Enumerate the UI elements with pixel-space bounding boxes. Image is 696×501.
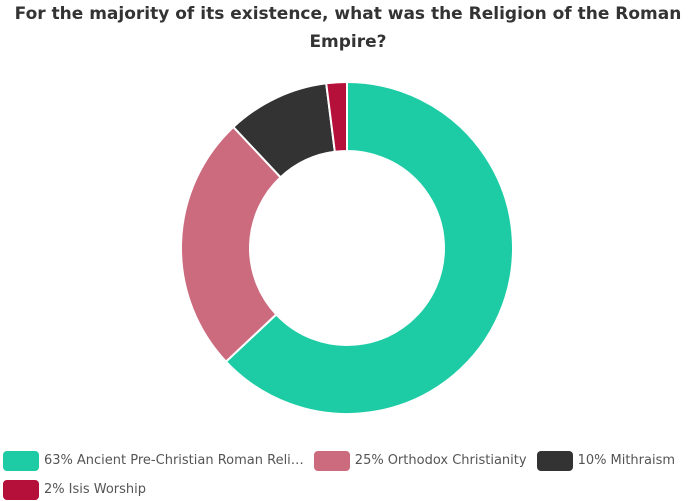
donut-slice — [180, 125, 283, 364]
legend-value: 10% — [577, 453, 607, 468]
legend-item: 10% Mithraism — [536, 450, 676, 471]
legend-swatch — [313, 450, 350, 471]
legend-item: 63% Ancient Pre-Christian Roman Reli… — [3, 450, 304, 471]
legend: 63% Ancient Pre-Christian Roman Reli… 25% O… — [3, 450, 696, 500]
legend-value: 63% — [44, 453, 73, 468]
donut-slice — [325, 80, 348, 153]
chart — [180, 80, 514, 415]
legend-label: Ancient Pre-Christian Roman Reli… — [76, 453, 304, 468]
legend-value: 2% — [44, 482, 65, 497]
legend-label: Orthodox Christianity — [387, 453, 527, 468]
chart-title: For the majority of its existence, what … — [14, 4, 682, 52]
legend-item: 2% Isis Worship — [3, 479, 146, 500]
legend-value: 25% — [354, 453, 384, 468]
legend-swatch — [3, 479, 39, 500]
legend-label: Isis Worship — [68, 482, 147, 497]
legend-swatch — [536, 450, 573, 471]
donut-slice — [224, 80, 514, 415]
legend-label: Mithraism — [610, 453, 676, 468]
legend-item: 25% Orthodox Christianity — [313, 450, 527, 471]
legend-swatch — [3, 450, 39, 471]
